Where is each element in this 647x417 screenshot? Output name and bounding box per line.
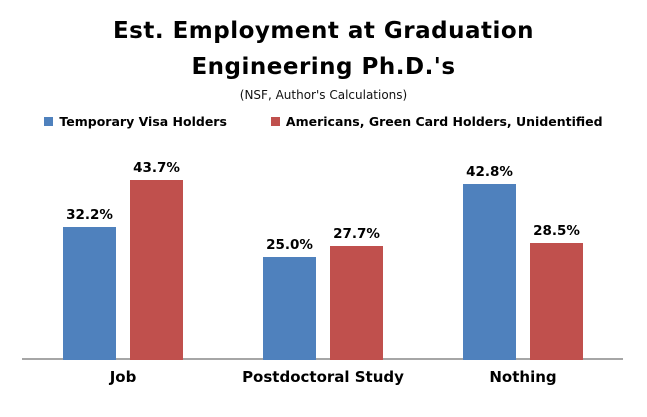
bar-red-job: [130, 180, 183, 360]
legend-item-americans-green-card: Americans, Green Card Holders, Unidentif…: [270, 114, 603, 129]
category-label-postdoctoral-study: Postdoctoral Study: [242, 368, 404, 386]
bar-unit: 25.0%: [263, 237, 316, 360]
bar-value-label: 42.8%: [466, 164, 513, 180]
bar-group-job: 32.2% 43.7%: [23, 154, 223, 360]
bar-group-nothing: 42.8% 28.5%: [423, 154, 623, 360]
bar-value-label: 32.2%: [66, 207, 113, 223]
bar-value-label: 25.0%: [266, 237, 313, 253]
bar-unit: 43.7%: [130, 160, 183, 360]
bar-group-postdoctoral-study: 25.0% 27.7%: [223, 154, 423, 360]
chart-title-line1: Est. Employment at Graduation: [112, 18, 535, 44]
legend-label: Temporary Visa Holders: [59, 114, 227, 129]
x-axis-line: [22, 358, 623, 360]
bar-value-label: 27.7%: [333, 226, 380, 242]
category-label-nothing: Nothing: [489, 368, 557, 386]
bar-blue-nothing: [463, 184, 516, 360]
bar-red-postdoctoral-study: [330, 246, 383, 360]
legend: Temporary Visa Holders Americans, Green …: [0, 114, 647, 129]
bar-unit: 27.7%: [330, 226, 383, 360]
chart-title-line2: Engineering Ph.D.'s: [191, 54, 456, 80]
legend-label: Americans, Green Card Holders, Unidentif…: [285, 114, 603, 129]
category-axis-labels: Job Postdoctoral Study Nothing: [0, 368, 647, 392]
bar-unit: 42.8%: [463, 164, 516, 360]
legend-swatch-blue-icon: [44, 117, 54, 126]
legend-item-temporary-visa-holders: Temporary Visa Holders: [44, 114, 227, 129]
category-label-job: Job: [109, 368, 137, 386]
bar-blue-postdoctoral-study: [263, 257, 316, 360]
plot-area: 32.2% 43.7% 25.0% 27.7% 42.8%: [0, 154, 647, 360]
bar-red-nothing: [530, 243, 583, 360]
bar-unit: 28.5%: [530, 223, 583, 360]
legend-swatch-red-icon: [270, 117, 280, 126]
bar-value-label: 28.5%: [533, 223, 580, 239]
bar-value-label: 43.7%: [133, 160, 180, 176]
bar-blue-job: [63, 227, 116, 360]
bar-unit: 32.2%: [63, 207, 116, 360]
chart-subtitle: (NSF, Author's Calculations): [239, 88, 408, 102]
